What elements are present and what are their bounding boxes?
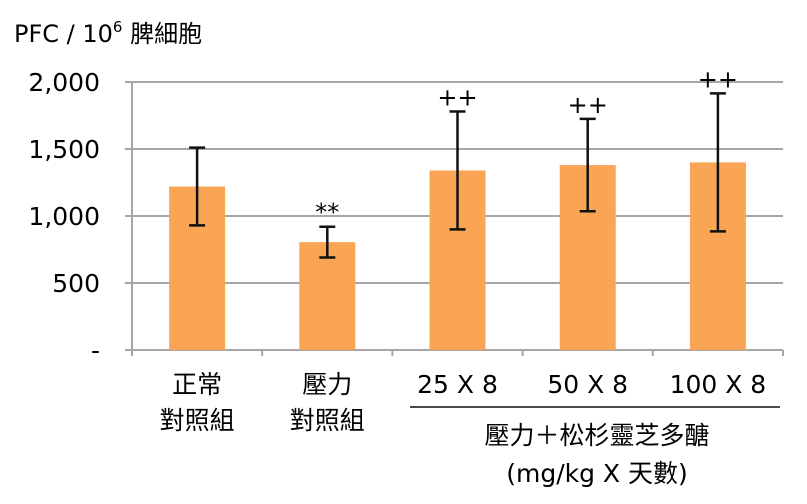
significance-label: ** bbox=[315, 199, 339, 227]
y-tick-label: - bbox=[91, 336, 100, 365]
x-tick-label: 正常 bbox=[172, 370, 222, 399]
group-label-units: (mg/kg X 天數) bbox=[506, 459, 688, 488]
x-tick-label: 50 X 8 bbox=[547, 370, 628, 399]
x-tick-label: 100 X 8 bbox=[670, 370, 767, 399]
x-tick-label: 壓力 bbox=[302, 370, 352, 399]
x-tick-label: 25 X 8 bbox=[417, 370, 498, 399]
y-tick-label: 500 bbox=[52, 269, 100, 298]
significance-label: ++ bbox=[437, 83, 477, 111]
y-tick-label: 2,000 bbox=[28, 68, 100, 97]
y-tick-label: 1,000 bbox=[28, 202, 100, 231]
x-tick-label: 對照組 bbox=[290, 406, 365, 435]
significance-label: ++ bbox=[698, 65, 738, 93]
chart-title: PFC / 106 脾細胞 bbox=[14, 18, 202, 48]
group-label: 壓力＋松杉靈芝多醣 bbox=[484, 421, 709, 450]
x-tick-label: 對照組 bbox=[160, 406, 235, 435]
significance-label: ++ bbox=[568, 91, 608, 119]
bar bbox=[299, 242, 356, 350]
y-tick-label: 1,500 bbox=[28, 135, 100, 164]
